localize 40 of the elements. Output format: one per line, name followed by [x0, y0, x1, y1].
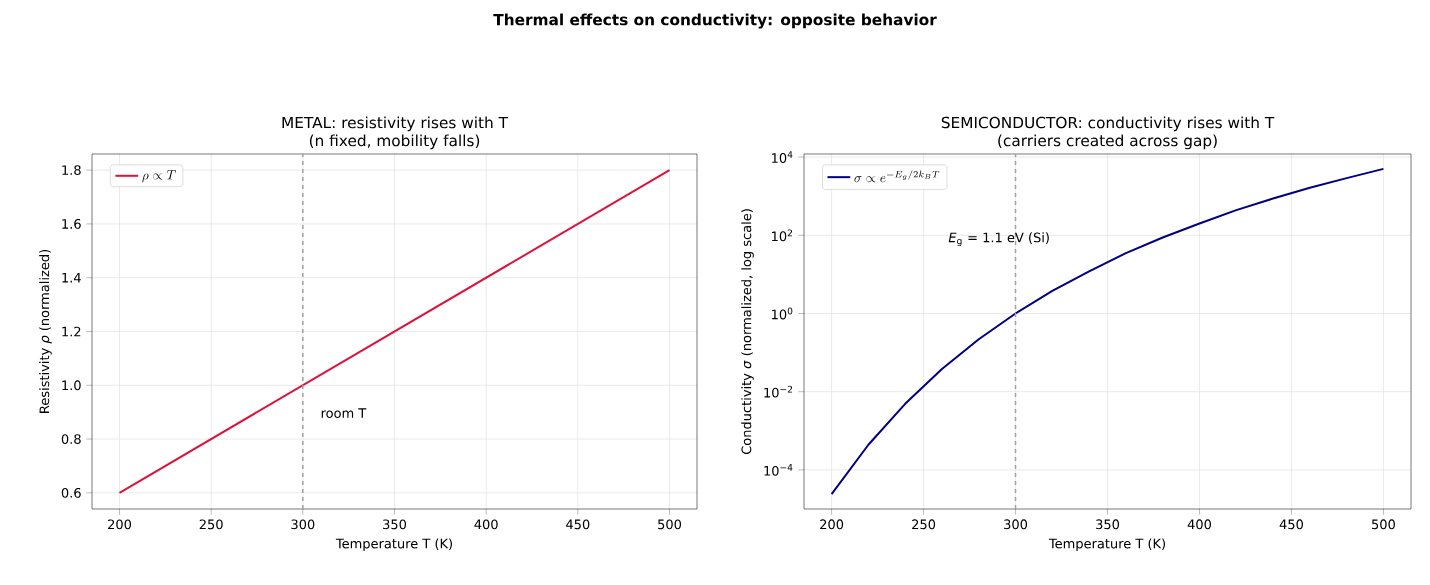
x-tick-label: 350 — [383, 519, 407, 530]
y-tick-label: 10$^{4}$ — [772, 151, 793, 163]
x-tick-label: 450 — [566, 519, 590, 530]
x-axis-title: Temperature T (K) — [1048, 538, 1165, 551]
y-tick-label: 1.8 — [62, 165, 81, 176]
annotation: room T — [321, 408, 367, 418]
x-tick-label: 350 — [1096, 519, 1120, 530]
legend-label: $\rho \propto T$ — [142, 170, 176, 183]
x-axis-title: Temperature T (K) — [335, 538, 452, 551]
annotation: E$_{g}$ = 1.1 eV (Si) — [948, 232, 1049, 247]
x-tick-label: 200 — [108, 519, 132, 530]
y-tick-label: 1.0 — [62, 380, 81, 391]
y-axis-title: Resistivity ρ (normalized) — [39, 249, 52, 413]
chart-subtitle: (n fixed, mobility falls) — [309, 134, 480, 150]
x-tick-label: 450 — [1279, 519, 1303, 530]
x-tick-label: 250 — [912, 519, 936, 530]
legend-label: $\sigma \propto e^{-E_g/2k_BT}$ — [854, 170, 940, 183]
y-tick-label: 10$^{2}$ — [772, 229, 793, 242]
y-tick-label: 1.4 — [62, 272, 81, 283]
y-tick-label: 10$^{−4}$ — [764, 464, 793, 476]
x-tick-label: 300 — [1004, 519, 1028, 530]
x-tick-label: 250 — [199, 519, 223, 530]
y-tick-label: 10$^{0}$ — [772, 307, 793, 320]
chart-title: METAL: resistivity rises with T — [282, 116, 509, 132]
chart-title: SEMICONDUCTOR: conductivity rises with T — [941, 116, 1275, 132]
x-tick-label: 400 — [474, 519, 498, 530]
text: Thermal effects on conductivity: opposite behavior — [493, 13, 937, 29]
x-tick-label: 400 — [1187, 519, 1212, 530]
chart-subtitle: (carriers created across gap) — [998, 134, 1217, 150]
y-tick-label: 0.6 — [61, 487, 81, 498]
x-tick-label: 500 — [1372, 519, 1395, 530]
y-axis-title: Conductivity σ (normalized, log scale) — [741, 209, 754, 455]
x-tick-label: 200 — [820, 519, 844, 530]
x-tick-label: 500 — [658, 519, 682, 530]
x-tick-label: 300 — [291, 519, 315, 530]
y-tick-label: 1.2 — [62, 326, 81, 337]
y-tick-label: 1.6 — [62, 218, 81, 229]
y-tick-label: 10$^{−2}$ — [764, 385, 793, 398]
y-tick-label: 0.8 — [61, 434, 81, 444]
line-series — [830, 167, 1385, 496]
